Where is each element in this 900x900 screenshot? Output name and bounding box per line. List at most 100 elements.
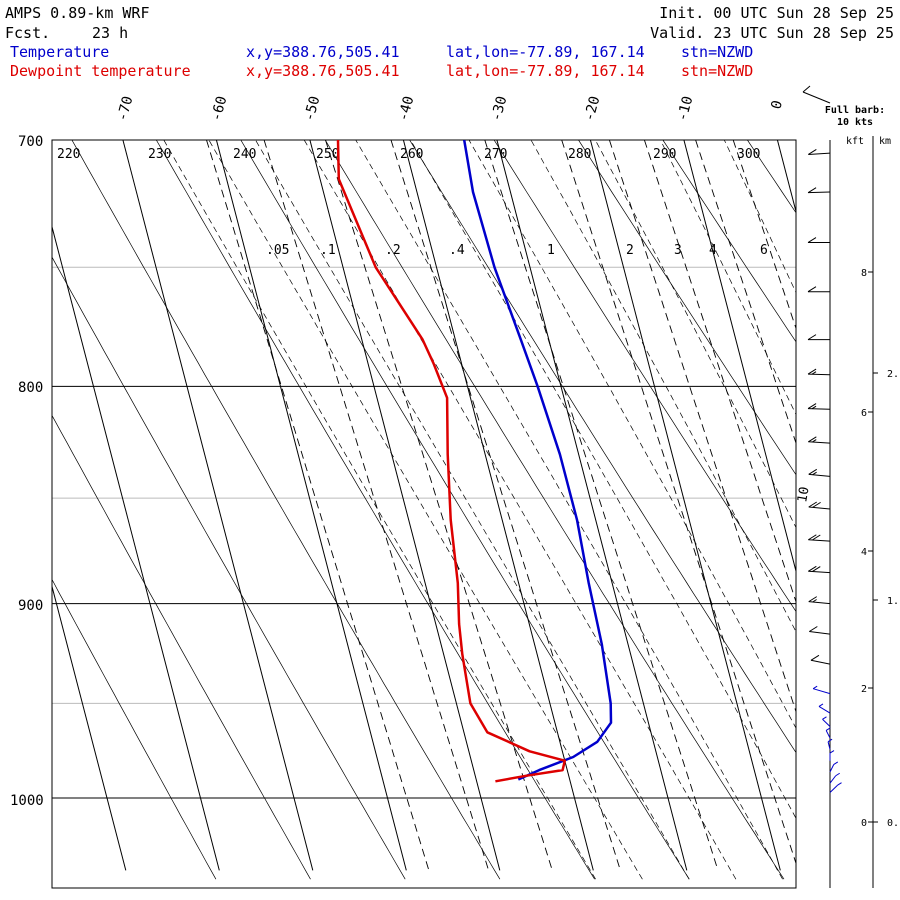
isotherm--20 xyxy=(496,140,688,871)
mixing-ratio-label-04: .4 xyxy=(449,243,465,258)
mixing-ratio-label-2: 2 xyxy=(626,243,634,258)
wind-barb-flag xyxy=(833,761,839,765)
dewpoint-profile-line xyxy=(336,140,567,783)
dry-adiabat-260 xyxy=(324,140,785,880)
temperature-label-minus60: -60 xyxy=(208,94,230,123)
km-label-1: 1. xyxy=(887,596,899,607)
wind-barb-flag xyxy=(812,439,817,443)
wind-barb-staff xyxy=(808,570,831,574)
wind-barb-flag xyxy=(808,596,818,603)
init-time: Init. 00 UTC Sun 28 Sep 25 xyxy=(659,4,894,22)
mixing-ratio-label-02: .2 xyxy=(385,243,401,258)
wind-barb-staff xyxy=(808,441,831,444)
theta-label-250: 250 xyxy=(316,147,339,162)
dry-adiabat-250 xyxy=(240,140,690,880)
pressure-label-1000: 1000 xyxy=(10,793,44,809)
plot-frame xyxy=(51,139,797,889)
wind-barbs xyxy=(807,149,842,793)
wind-barb-flag xyxy=(808,565,817,572)
barb-extra-label: 10 xyxy=(795,486,812,504)
moist-adiabat-10 xyxy=(594,140,796,529)
theta-label-230: 230 xyxy=(148,147,171,162)
dry-adiabat-320 xyxy=(814,114,900,880)
legend-dewpoint-xy: x,y=388.76,505.41 xyxy=(246,62,400,80)
pressure-label-700: 700 xyxy=(18,134,43,150)
wind-barb-2 xyxy=(807,237,830,244)
temperature-label-minus50: -50 xyxy=(301,94,323,123)
wind-barb-flag xyxy=(807,403,817,410)
wind-barb-flag xyxy=(829,750,835,754)
km-label-2: 2. xyxy=(887,369,899,380)
moist-adiabat--15 xyxy=(303,140,737,880)
temperature-label-minus20: -20 xyxy=(581,94,603,123)
wind-barb-flag xyxy=(812,501,821,508)
wind-barb-8 xyxy=(808,468,831,477)
dry-adiabat-290 xyxy=(578,140,796,476)
mixing-ratio-line-2 xyxy=(561,140,796,865)
pressure-label-900: 900 xyxy=(18,598,43,614)
mixing-ratio-label-3: 3 xyxy=(674,243,682,258)
isotherm--90 xyxy=(0,140,32,870)
theta-labels: 220 230 240 250 260 270 280 290 300 xyxy=(57,147,760,162)
wind-barb-staff xyxy=(808,152,831,155)
wind-barb-staff xyxy=(818,705,831,714)
moist-adiabat--10 xyxy=(355,140,783,880)
wind-barb-flag xyxy=(812,685,818,690)
wind-barb-9 xyxy=(808,501,831,510)
wind-barb-flag xyxy=(811,405,817,410)
profiles xyxy=(336,140,613,783)
dry-adiabat-280 xyxy=(493,140,796,613)
theta-label-280: 280 xyxy=(568,147,591,162)
dry-adiabat-210 xyxy=(52,414,311,880)
legend-temperature-label: Temperature xyxy=(10,43,109,61)
wind-barb-5 xyxy=(807,368,831,376)
wind-barb-flag xyxy=(818,703,824,707)
wind-barb-flag xyxy=(810,654,820,661)
mixing-ratio-line-0_4 xyxy=(390,140,621,871)
mixing-ratio-line-0_2 xyxy=(325,140,553,871)
temperature-label-minus30: -30 xyxy=(488,94,510,123)
moist-adiabat--20 xyxy=(255,140,690,880)
wind-barb-staff xyxy=(808,408,831,410)
dry-adiabat-230 xyxy=(71,140,501,880)
wind-barb-flag xyxy=(808,149,817,155)
wind-barb-3 xyxy=(807,286,830,293)
kft-label-0: 0 xyxy=(861,818,867,829)
wind-barb-flag xyxy=(808,534,817,541)
barb-key-line2: 10 kts xyxy=(837,117,873,128)
mixing-ratio-line-4 xyxy=(643,140,796,604)
moist-adiabat--25 xyxy=(208,140,643,880)
isotherm--80 xyxy=(52,584,127,871)
isotherm--40 xyxy=(309,140,501,871)
temperature-profile-line xyxy=(462,140,613,781)
wind-barb-staff xyxy=(808,601,831,605)
wind-barb-22 xyxy=(829,772,840,784)
wind-barb-staff xyxy=(808,373,831,376)
wind-barb-6 xyxy=(807,403,831,410)
isotherm--30 xyxy=(402,140,594,871)
wind-barb-7 xyxy=(808,436,831,444)
height-axis: 8 6 4 2 0 2. 1. 0. xyxy=(861,268,899,829)
moist-adiabat--30 xyxy=(163,140,596,880)
wind-barb-staff xyxy=(829,784,838,793)
theta-label-220: 220 xyxy=(57,147,80,162)
wind-barb-flag xyxy=(812,599,817,603)
km-label-0: 0. xyxy=(887,818,899,829)
wind-barb-21 xyxy=(829,761,839,773)
mixing-ratio-line-0_1 xyxy=(263,140,490,871)
dry-adiabat-300 xyxy=(662,140,796,343)
km-label: km xyxy=(879,136,891,147)
wind-barb-16 xyxy=(818,703,831,714)
moist-adiabat-20 xyxy=(723,140,796,294)
wind-barb-flag xyxy=(807,334,817,341)
valid-time: Valid. 23 UTC Sun 28 Sep 25 xyxy=(650,24,894,42)
wind-barb-4 xyxy=(807,334,830,341)
wind-barb-19 xyxy=(827,738,833,750)
dry-adiabat-220 xyxy=(52,256,406,880)
isotherm--50 xyxy=(215,140,407,871)
mixing-ratio-line-1 xyxy=(484,140,719,871)
wind-barb-flag xyxy=(807,368,817,375)
theta-label-300: 300 xyxy=(737,147,760,162)
dry-adiabat-310 xyxy=(746,140,796,214)
